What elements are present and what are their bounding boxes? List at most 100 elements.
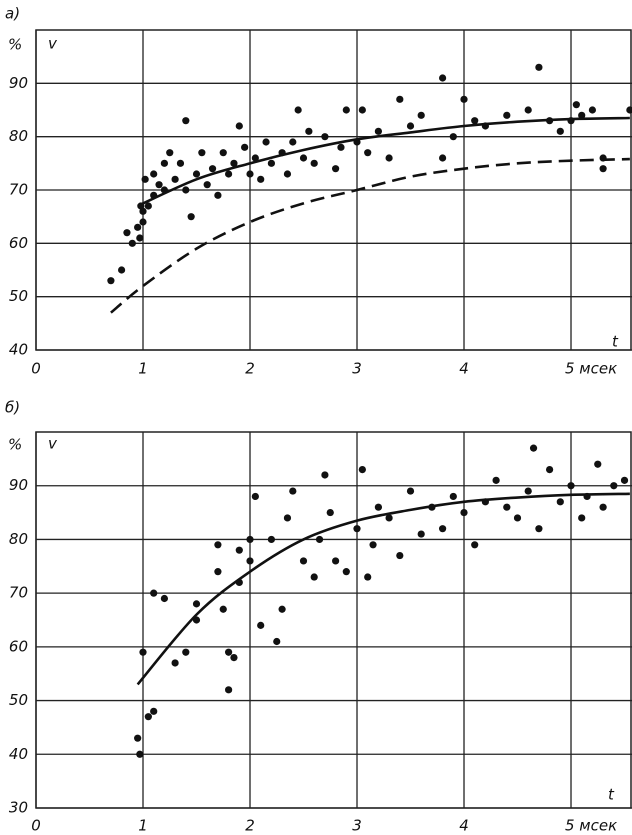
data-point — [385, 154, 393, 162]
data-point — [599, 503, 607, 511]
data-point — [471, 117, 479, 125]
dashed-curve — [110, 157, 630, 314]
data-point — [214, 191, 222, 199]
y-tick-label: 50 — [9, 691, 28, 709]
data-point — [214, 541, 222, 549]
data-point — [567, 482, 575, 490]
data-point — [342, 106, 350, 114]
data-point — [492, 476, 500, 484]
data-point — [524, 487, 532, 495]
data-point — [150, 589, 158, 597]
data-point — [396, 95, 404, 103]
data-point — [283, 514, 292, 522]
data-point — [535, 63, 543, 71]
data-point — [192, 170, 201, 178]
data-point — [299, 557, 308, 565]
y-tick-label: 30 — [9, 799, 28, 817]
data-point — [230, 654, 238, 662]
data-point — [176, 159, 185, 167]
x-tick-label: 0 — [31, 817, 41, 835]
data-point — [620, 476, 629, 484]
data-point — [353, 525, 361, 533]
x-tick-label: 4 — [459, 817, 469, 835]
data-point — [246, 170, 254, 178]
data-point — [182, 186, 190, 194]
data-point — [187, 213, 195, 221]
data-point — [369, 541, 377, 549]
data-point — [251, 492, 259, 501]
data-point — [364, 573, 372, 581]
y-tick-label: 60 — [9, 637, 28, 655]
data-point — [503, 111, 511, 119]
data-point — [342, 568, 350, 576]
data-point — [289, 138, 297, 146]
data-point — [599, 165, 607, 173]
data-point — [144, 202, 152, 210]
data-point — [136, 234, 144, 242]
data-point — [471, 541, 479, 549]
data-point — [257, 621, 265, 629]
data-point — [141, 175, 149, 183]
data-point — [524, 106, 532, 114]
data-point — [374, 503, 383, 511]
data-point — [406, 487, 415, 495]
x-axis-label: t — [612, 333, 619, 351]
data-point — [439, 74, 447, 82]
data-point — [572, 101, 580, 109]
data-point — [299, 154, 308, 162]
data-point — [594, 460, 602, 468]
data-point — [310, 573, 318, 581]
data-point — [321, 133, 329, 141]
data-point — [305, 127, 313, 135]
data-point — [198, 149, 206, 157]
data-point — [123, 229, 131, 237]
y-axis-label: % — [8, 36, 22, 54]
data-point — [460, 508, 468, 517]
data-point — [235, 122, 243, 130]
data-point — [358, 106, 366, 114]
data-point — [332, 165, 340, 173]
data-point — [278, 605, 286, 613]
y-tick-label: 70 — [9, 584, 28, 602]
data-point — [289, 487, 297, 495]
y-axis-name: v — [48, 435, 58, 453]
x-tick-label: 0 — [31, 360, 41, 378]
data-point — [219, 149, 227, 157]
y-tick-label: 70 — [9, 181, 28, 199]
x-tick-label: 4 — [459, 360, 469, 378]
data-point — [310, 159, 318, 167]
y-tick-label: 90 — [9, 74, 28, 92]
data-point — [150, 170, 158, 178]
y-tick-label: 80 — [9, 530, 28, 548]
data-point — [385, 514, 393, 522]
y-tick-label: 40 — [9, 341, 28, 359]
data-point — [513, 514, 522, 522]
x-tick-label: 3 — [352, 360, 362, 378]
data-point — [246, 535, 254, 544]
data-point — [118, 266, 126, 274]
data-point — [235, 546, 243, 554]
data-point — [192, 600, 201, 608]
fit-curve — [137, 116, 630, 208]
fit-curve — [136, 492, 630, 686]
x-tick-label: 1 — [138, 817, 148, 835]
data-point — [578, 111, 586, 119]
data-point — [246, 557, 254, 565]
data-point — [225, 686, 233, 694]
data-point — [503, 503, 511, 511]
data-point — [144, 713, 152, 721]
data-point — [219, 605, 227, 613]
data-point — [262, 138, 270, 146]
data-point — [332, 557, 340, 565]
data-point — [460, 95, 468, 103]
data-point — [214, 568, 222, 576]
x-tick-label: 1 — [138, 360, 148, 378]
data-point — [225, 648, 233, 656]
y-tick-label: 40 — [9, 745, 28, 763]
data-point — [283, 170, 292, 178]
data-point — [417, 111, 425, 119]
data-point — [626, 106, 632, 114]
y-tick-label: 80 — [9, 127, 28, 145]
data-point — [358, 466, 366, 474]
